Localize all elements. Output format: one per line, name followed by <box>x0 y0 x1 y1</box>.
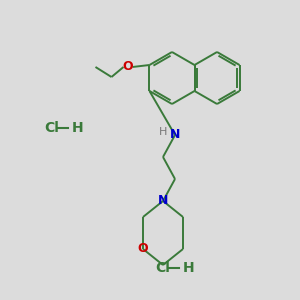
Text: Cl: Cl <box>44 121 59 135</box>
Text: O: O <box>138 242 148 256</box>
Text: H: H <box>159 127 167 137</box>
Text: H: H <box>183 261 195 275</box>
Text: N: N <box>158 194 168 208</box>
Text: O: O <box>122 61 133 74</box>
Text: Cl: Cl <box>155 261 170 275</box>
Text: H: H <box>72 121 84 135</box>
Text: N: N <box>170 128 180 142</box>
